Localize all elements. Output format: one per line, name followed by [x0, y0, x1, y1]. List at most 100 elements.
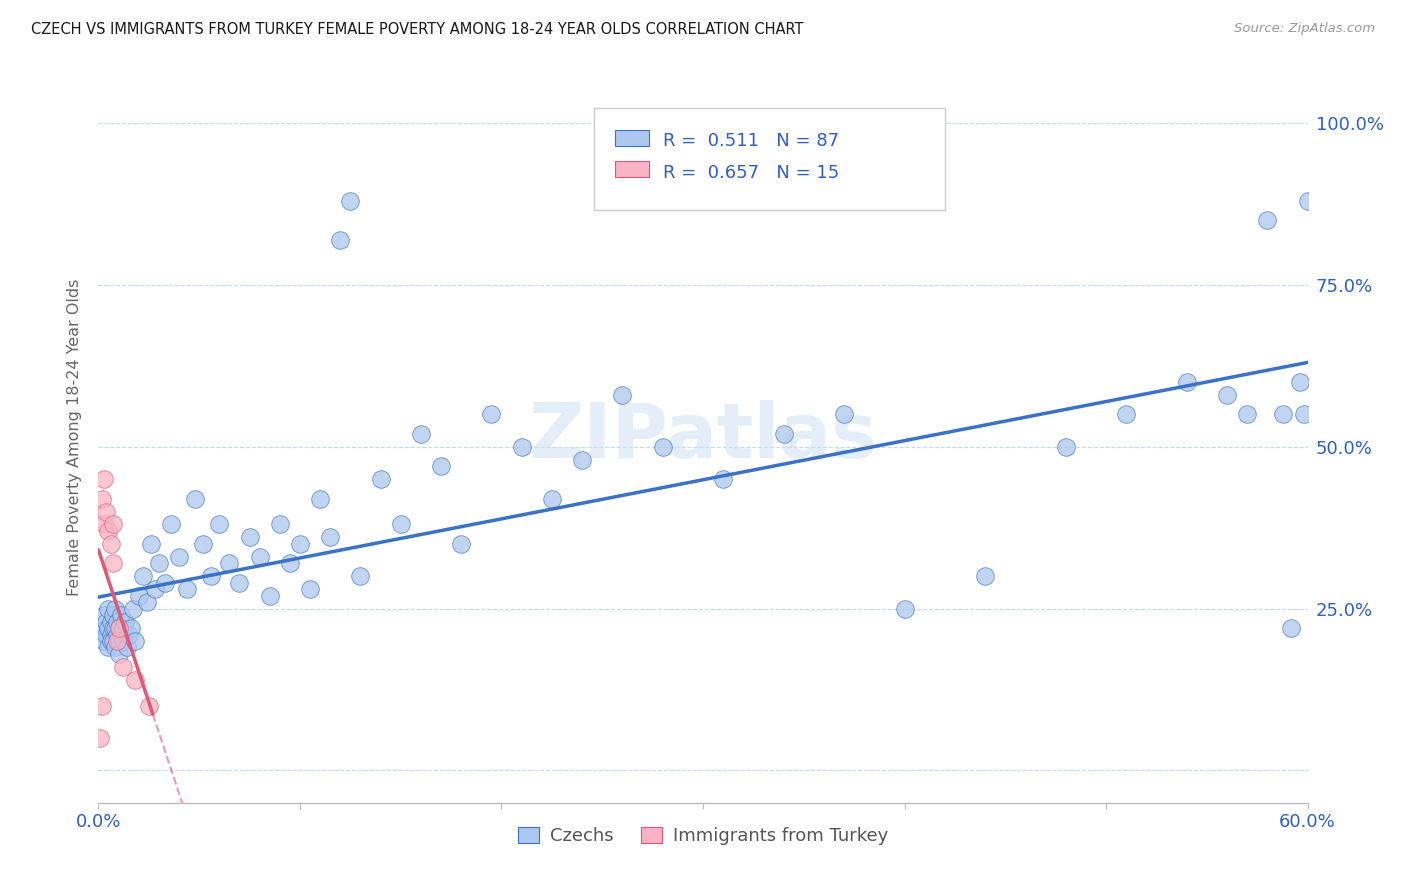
- Point: [105, 634, 128, 648]
- Point: [339, 194, 361, 208]
- Point: [481, 408, 503, 422]
- Point: [409, 426, 432, 441]
- Point: [110, 627, 132, 641]
- Point: [105, 615, 128, 629]
- Point: [103, 621, 125, 635]
- Text: CZECH VS IMMIGRANTS FROM TURKEY FEMALE POVERTY AMONG 18-24 YEAR OLDS CORRELATION: CZECH VS IMMIGRANTS FROM TURKEY FEMALE P…: [31, 22, 803, 37]
- Point: [249, 549, 271, 564]
- Point: [1175, 375, 1198, 389]
- Point: [651, 440, 673, 454]
- Point: [571, 452, 593, 467]
- Point: [772, 426, 794, 441]
- Point: [91, 621, 114, 635]
- Point: [91, 698, 114, 713]
- Point: [193, 537, 215, 551]
- Point: [100, 537, 122, 551]
- Point: [101, 517, 124, 532]
- Point: [139, 537, 162, 551]
- Point: [89, 731, 111, 745]
- Point: [1054, 440, 1077, 454]
- Point: [93, 608, 115, 623]
- Point: [124, 634, 146, 648]
- Point: [138, 698, 160, 713]
- Text: ZIPatlas: ZIPatlas: [529, 401, 877, 474]
- Point: [1115, 408, 1137, 422]
- Point: [101, 557, 124, 571]
- Point: [132, 569, 155, 583]
- Point: [1288, 375, 1310, 389]
- Point: [200, 569, 222, 583]
- Point: [450, 537, 472, 551]
- Point: [97, 601, 120, 615]
- Point: [107, 621, 129, 635]
- Point: [96, 627, 118, 641]
- Point: [208, 517, 231, 532]
- Point: [1272, 408, 1295, 422]
- Point: [893, 601, 915, 615]
- FancyBboxPatch shape: [614, 130, 648, 146]
- Point: [114, 615, 136, 629]
- Point: [111, 621, 134, 635]
- Point: [143, 582, 166, 597]
- Text: R =  0.511   N = 87: R = 0.511 N = 87: [664, 132, 839, 150]
- Point: [370, 472, 392, 486]
- Point: [96, 615, 118, 629]
- Point: [153, 575, 176, 590]
- Point: [93, 517, 115, 532]
- FancyBboxPatch shape: [595, 108, 945, 211]
- Point: [124, 673, 146, 687]
- Point: [540, 491, 562, 506]
- Point: [974, 569, 997, 583]
- Point: [329, 233, 352, 247]
- Point: [1296, 194, 1319, 208]
- Point: [349, 569, 371, 583]
- Point: [711, 472, 734, 486]
- Point: [93, 472, 115, 486]
- Point: [97, 524, 120, 538]
- Point: [97, 640, 120, 655]
- Point: [120, 621, 142, 635]
- Point: [111, 634, 134, 648]
- Point: [510, 440, 533, 454]
- Point: [101, 608, 124, 623]
- Point: [121, 601, 143, 615]
- Point: [107, 621, 129, 635]
- Point: [107, 647, 129, 661]
- Point: [93, 634, 115, 648]
- Legend: Czechs, Immigrants from Turkey: Czechs, Immigrants from Turkey: [510, 820, 896, 852]
- Point: [228, 575, 250, 590]
- Point: [239, 530, 262, 544]
- Text: Source: ZipAtlas.com: Source: ZipAtlas.com: [1234, 22, 1375, 36]
- Point: [1236, 408, 1258, 422]
- Point: [299, 582, 322, 597]
- Point: [105, 627, 128, 641]
- Point: [309, 491, 332, 506]
- Point: [100, 634, 122, 648]
- Point: [100, 615, 122, 629]
- Point: [101, 634, 124, 648]
- Text: R =  0.657   N = 15: R = 0.657 N = 15: [664, 163, 839, 181]
- Point: [107, 634, 129, 648]
- Point: [430, 459, 453, 474]
- FancyBboxPatch shape: [614, 161, 648, 178]
- Point: [218, 557, 240, 571]
- Point: [259, 589, 281, 603]
- Y-axis label: Female Poverty Among 18-24 Year Olds: Female Poverty Among 18-24 Year Olds: [67, 278, 83, 596]
- Point: [110, 608, 132, 623]
- Point: [96, 504, 118, 518]
- Point: [128, 589, 150, 603]
- Point: [1281, 621, 1303, 635]
- Point: [103, 601, 125, 615]
- Point: [167, 549, 190, 564]
- Point: [91, 491, 114, 506]
- Point: [269, 517, 291, 532]
- Point: [1292, 408, 1315, 422]
- Point: [101, 621, 124, 635]
- Point: [148, 557, 170, 571]
- Point: [103, 640, 125, 655]
- Point: [832, 408, 855, 422]
- Point: [111, 660, 134, 674]
- Point: [100, 627, 122, 641]
- Point: [118, 627, 141, 641]
- Point: [612, 388, 634, 402]
